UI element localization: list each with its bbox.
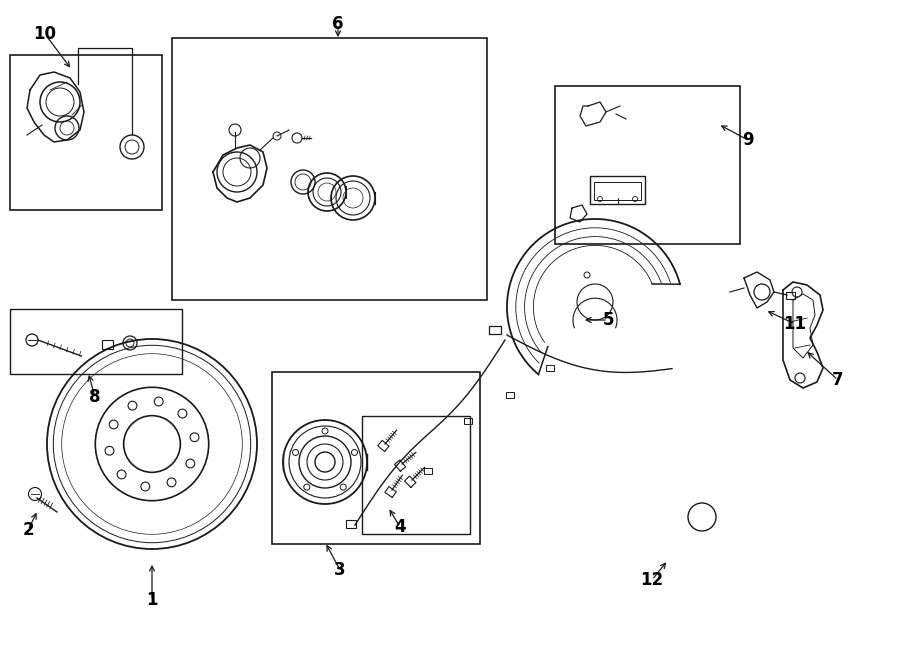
Bar — [10, 55, 162, 210]
Bar — [464, 418, 472, 424]
Text: 11: 11 — [784, 315, 806, 333]
Text: 9: 9 — [742, 131, 754, 149]
Text: 2: 2 — [22, 521, 34, 539]
Bar — [362, 416, 470, 534]
Bar — [546, 365, 554, 371]
Bar — [590, 176, 645, 204]
Text: 1: 1 — [146, 591, 158, 609]
Text: 7: 7 — [832, 371, 844, 389]
Bar — [424, 468, 432, 474]
Bar — [102, 340, 113, 348]
Bar — [172, 38, 487, 300]
Bar — [555, 86, 740, 244]
Bar — [272, 372, 480, 544]
Bar — [594, 182, 641, 200]
Text: 12: 12 — [641, 571, 663, 589]
Bar — [10, 309, 182, 374]
Text: 5: 5 — [602, 311, 614, 329]
Bar — [346, 520, 356, 528]
Bar — [506, 392, 514, 398]
Text: 8: 8 — [89, 388, 101, 406]
Text: 4: 4 — [394, 518, 406, 536]
Bar — [786, 292, 795, 299]
Text: 10: 10 — [33, 25, 57, 43]
Text: 6: 6 — [332, 15, 344, 33]
Text: 3: 3 — [334, 561, 346, 579]
Bar — [489, 326, 501, 334]
